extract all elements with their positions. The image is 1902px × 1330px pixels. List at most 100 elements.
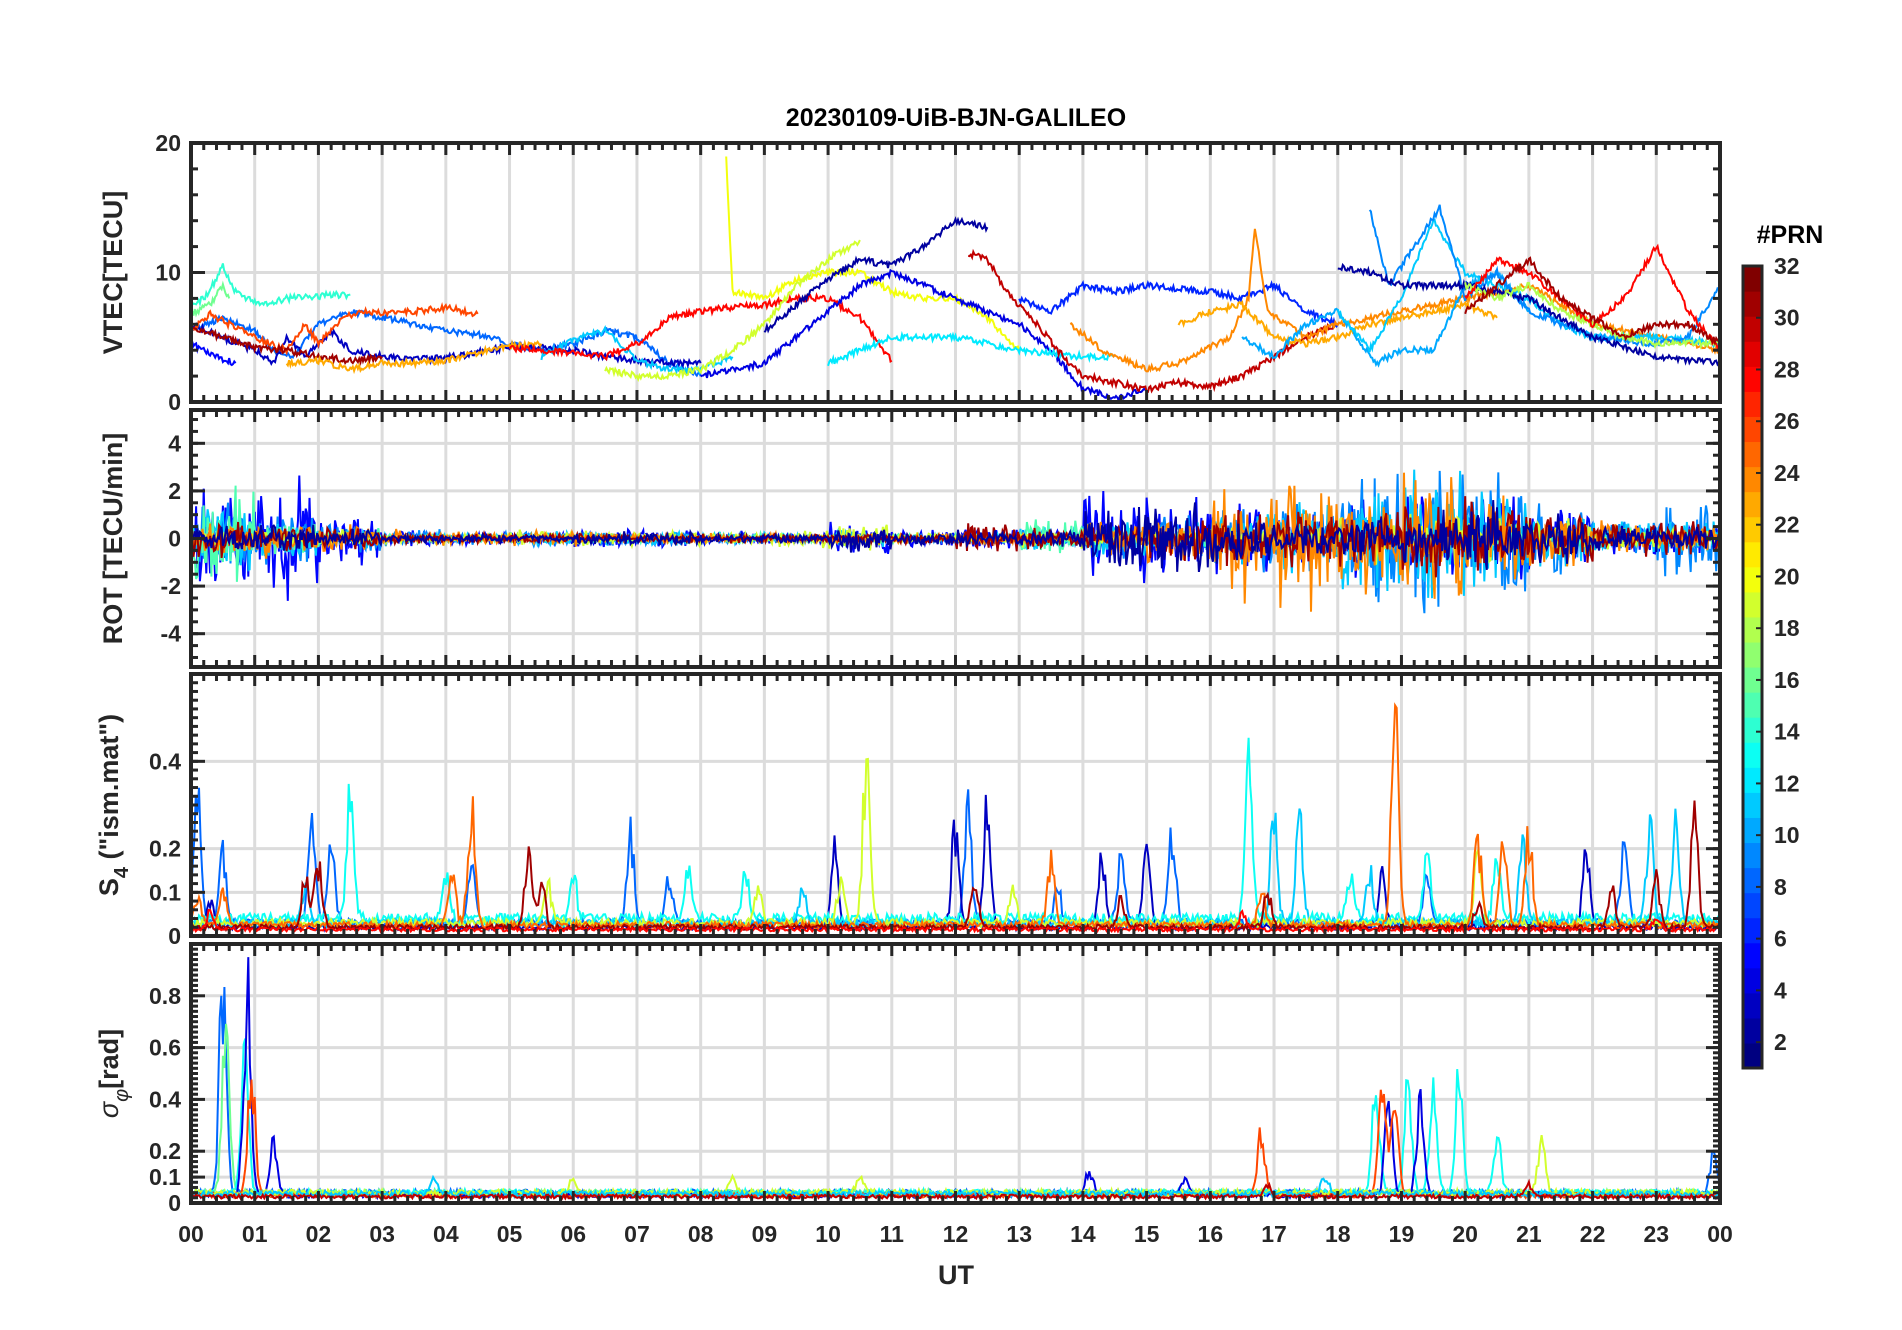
- panel-sigma: 00.10.2 0.4 0.6 0.8 σφ[rad]: [94, 942, 1722, 1216]
- colorbar-box: [1741, 264, 1764, 1070]
- colorbar-swatch: [1743, 416, 1762, 443]
- x-tick-label: 07: [624, 1221, 650, 1247]
- colorbar-swatch: [1743, 892, 1762, 919]
- axes-box: [189, 942, 1722, 1205]
- panel-s4: 0 0.1 0.2 0.4 S4 ("ism.mat"): [94, 672, 1722, 949]
- colorbar-swatch: [1743, 291, 1762, 317]
- colorbar-swatch: [1743, 942, 1762, 969]
- x-tick-label: 03: [369, 1221, 395, 1247]
- x-tick-label: 14: [1070, 1221, 1096, 1247]
- y-label-symbol: σ: [94, 1100, 124, 1118]
- series-group: [191, 469, 1720, 614]
- series-line-prn-18: [1464, 281, 1720, 350]
- y-label-suffix: ("ism.mat"): [94, 714, 124, 867]
- y-axis-label: VTEC[TECU]: [98, 191, 128, 355]
- x-tick-label: 05: [497, 1221, 523, 1247]
- x-tick-label: 12: [943, 1221, 969, 1247]
- colorbar-swatch: [1743, 917, 1762, 944]
- colorbar-swatch: [1743, 641, 1762, 668]
- y-axis-label: σφ[rad]: [94, 1029, 133, 1118]
- colorbar-tick-label: 16: [1774, 667, 1800, 693]
- y-label-suffix: [rad]: [94, 1029, 124, 1089]
- colorbar-swatch: [1743, 767, 1762, 793]
- colorbar-swatch: [1743, 491, 1762, 518]
- x-tick-label: 08: [688, 1221, 714, 1247]
- y-tick-label: 0: [168, 526, 181, 552]
- colorbar-swatch: [1743, 792, 1762, 818]
- y-tick-label: -4: [161, 621, 182, 647]
- panel-rot: -4 -2 0 2 4 ROT [TECU/min]: [98, 408, 1722, 669]
- axes-box: [189, 672, 1722, 938]
- x-tick-label: 19: [1389, 1221, 1415, 1247]
- x-tick-label: 17: [1261, 1221, 1287, 1247]
- colorbar-tick-label: 4: [1774, 977, 1787, 1003]
- series-line-prn-14: [191, 263, 351, 308]
- colorbar-tick-label: 10: [1774, 822, 1800, 848]
- series-line-prn-23: [1177, 299, 1498, 348]
- series-line-prn-6: [1018, 279, 1339, 329]
- colorbar-swatch: [1743, 817, 1762, 844]
- y-tick-label: 0.4: [149, 1086, 181, 1112]
- colorbar-swatch: [1743, 266, 1762, 292]
- y-tick-label: 0: [168, 389, 181, 415]
- colorbar-swatch: [1743, 591, 1762, 618]
- colorbar-swatch: [1743, 1042, 1762, 1069]
- colorbar-swatch: [1743, 967, 1762, 994]
- series-line-prn-4: [700, 268, 1148, 402]
- y-tick-label: 0: [168, 1190, 181, 1216]
- colorbar-swatch: [1743, 1017, 1762, 1044]
- axes-box: [189, 408, 1722, 669]
- x-tick-label: 09: [752, 1221, 778, 1247]
- y-tick-label: 0.2: [149, 1138, 181, 1164]
- y-label-subscript: φ: [111, 1089, 133, 1102]
- colorbar-swatch: [1743, 541, 1762, 568]
- x-tick-label: 11: [880, 1221, 905, 1247]
- colorbar-tick-label: 12: [1774, 770, 1800, 796]
- colorbar-swatch: [1743, 692, 1762, 718]
- colorbar-swatch: [1743, 867, 1762, 894]
- series-line-prn-19: [604, 239, 861, 383]
- x-tick-label: 23: [1643, 1221, 1669, 1247]
- x-tick-labels: 00 01 02 03 04 05 06 07 08 09 10 11 12 13 14 15 16 17 18 19…: [178, 1221, 1733, 1247]
- colorbar-tick-label: 22: [1774, 512, 1800, 538]
- y-axis-label: ROT [TECU/min]: [98, 433, 128, 644]
- x-axis-label: UT: [938, 1260, 974, 1290]
- series-line-prn-23: [285, 338, 543, 375]
- x-tick-label: 00: [178, 1221, 204, 1247]
- colorbar-swatch: [1743, 366, 1762, 392]
- colorbar-swatch: [1743, 466, 1762, 493]
- colorbar-swatch: [1743, 717, 1762, 743]
- colorbar-swatch: [1743, 516, 1762, 543]
- x-tick-label: 02: [306, 1221, 332, 1247]
- series-line-prn-28: [1464, 243, 1720, 351]
- y-tick-label: 10: [155, 260, 181, 286]
- colorbar-swatch: [1743, 742, 1762, 768]
- colorbar-tick-label: 24: [1774, 460, 1800, 486]
- y-tick-label: 0.8: [149, 983, 181, 1009]
- series-line-prn-5: [191, 340, 237, 367]
- series-line-prn-9: [1368, 204, 1720, 348]
- x-tick-label: 15: [1134, 1221, 1160, 1247]
- colorbar-swatch: [1743, 992, 1762, 1019]
- x-tick-label: 00: [1707, 1221, 1733, 1247]
- colorbar-tick-label: 26: [1774, 408, 1800, 434]
- x-tick-label: 21: [1516, 1221, 1542, 1247]
- colorbar-tick-label: 18: [1774, 615, 1800, 641]
- series-line-prn-11: [540, 325, 734, 376]
- y-tick-label: 0.4: [149, 748, 181, 774]
- y-label-symbol: S: [94, 878, 124, 896]
- y-tick-label: -2: [161, 573, 181, 599]
- series-line-prn-19: [191, 757, 1720, 931]
- y-tick-label: 20: [155, 130, 181, 156]
- series-line-prn-16: [191, 280, 231, 318]
- colorbar-swatch: [1743, 667, 1762, 693]
- colorbar-title: #PRN: [1757, 221, 1824, 249]
- colorbar-swatch: [1743, 842, 1762, 869]
- colorbar-swatch: [1743, 441, 1762, 468]
- colorbar-tick-label: 32: [1774, 253, 1800, 279]
- y-tick-label: 4: [168, 430, 181, 456]
- y-tick-label: 0.1: [149, 1164, 181, 1190]
- x-tick-label: 06: [560, 1221, 586, 1247]
